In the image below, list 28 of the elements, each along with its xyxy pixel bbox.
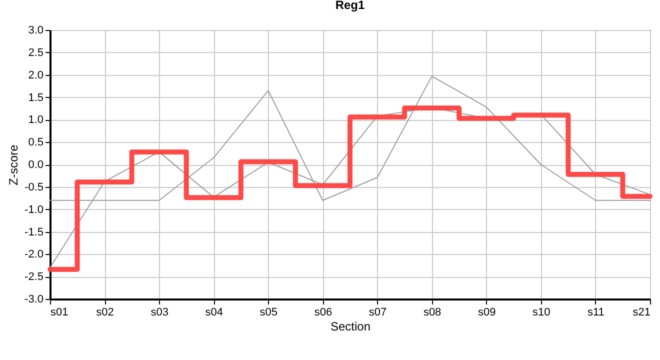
y-tick-label: 2.5 [28, 46, 44, 59]
y-tick-label: -1.5 [24, 226, 44, 238]
y-tick-label: 2.0 [28, 69, 44, 82]
x-tick-label: s02 [96, 306, 114, 318]
x-tick-label: s05 [260, 306, 278, 318]
y-tick-label: -2.0 [24, 248, 44, 261]
x-tick-label: s01 [50, 306, 68, 318]
y-tick-label: 1.0 [28, 114, 44, 126]
y-tick-label: -2.5 [24, 271, 44, 284]
chart-title: Reg1 [335, 0, 365, 12]
y-tick-label: -1.0 [24, 204, 44, 216]
x-tick-label: s07 [368, 306, 387, 318]
y-axis-title: Z-score [6, 144, 21, 186]
x-tick-label: s08 [423, 306, 442, 318]
x-tick-label: s11 [587, 306, 604, 318]
x-tick-label: s21 [632, 306, 650, 318]
y-tick-label: 1.5 [28, 92, 44, 104]
x-tick-label: s04 [205, 306, 224, 318]
x-axis-title: Section [330, 320, 371, 334]
x-tick-label: s10 [532, 306, 550, 318]
y-tick-label: -0.5 [24, 181, 44, 194]
x-tick-label: s09 [478, 306, 496, 318]
y-tick-label: 0.5 [28, 136, 44, 149]
y-tick-label: -3.0 [24, 294, 44, 306]
x-tick-label: s03 [150, 306, 168, 318]
x-tick-label: s06 [314, 306, 332, 318]
y-tick-label: 0.0 [28, 159, 44, 171]
y-tick-label: 3.0 [28, 24, 44, 36]
